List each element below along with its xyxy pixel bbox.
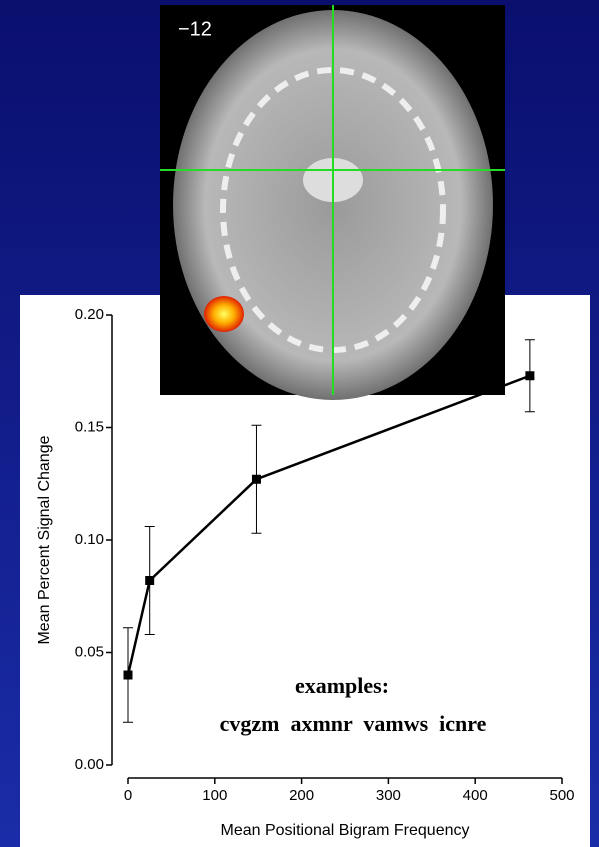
y-tick-label: 0.15 [75, 418, 104, 435]
slide: 0.00 0.05 0.10 0.15 0.20 0 100 200 300 400 500 Mean… [0, 0, 599, 847]
x-tick-label: 100 [202, 787, 227, 804]
x-tick-label: 0 [124, 787, 132, 804]
annotation: examples: [295, 673, 389, 698]
x-tick-label: 200 [289, 787, 314, 804]
page: 0.00 0.05 0.10 0.15 0.20 0 100 200 300 400 500 Mean… [0, 0, 599, 847]
x-tick-label: 500 [549, 787, 574, 804]
y-tick-label: 0.00 [75, 756, 104, 773]
annotation: cvgzm axmnr vamws icnre [220, 711, 487, 736]
point [525, 371, 534, 380]
point [252, 475, 261, 484]
brain-image: −12 [160, 5, 505, 400]
x-tick-label: 400 [463, 787, 488, 804]
y-tick-label: 0.10 [75, 531, 104, 548]
x-tick-label: 300 [376, 787, 401, 804]
y-axis-title: Mean Percent Signal Change [36, 435, 53, 644]
y-tick-label: 0.20 [75, 306, 104, 323]
point [124, 671, 133, 680]
point [145, 576, 154, 585]
slice-label: −12 [178, 18, 212, 40]
activation [204, 296, 244, 332]
y-tick-label: 0.05 [75, 643, 104, 660]
x-axis-title: Mean Positional Bigram Frequency [220, 822, 469, 839]
